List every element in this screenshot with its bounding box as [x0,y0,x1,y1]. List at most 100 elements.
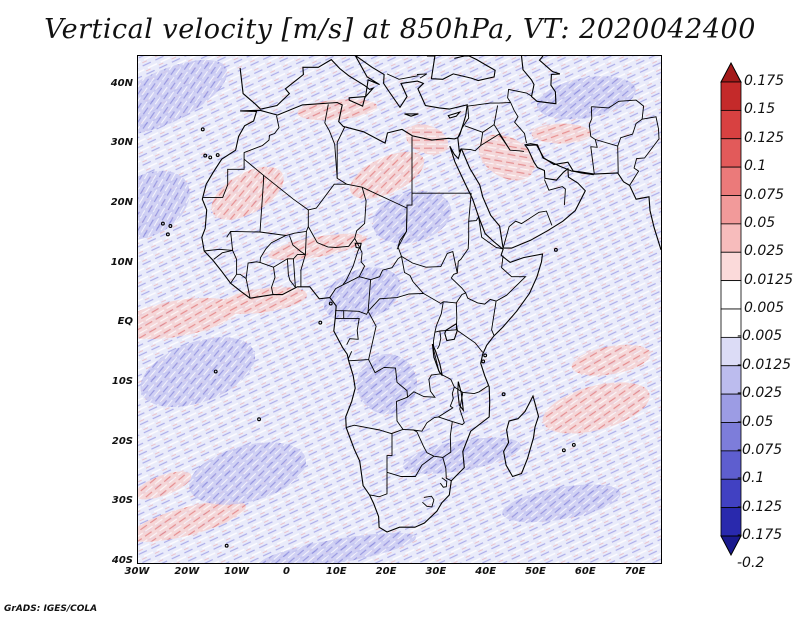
map-plot-area [137,55,662,564]
lon-tick-label: 30W [124,566,150,577]
velocity-patch [189,442,306,505]
asia-coastline [460,143,661,251]
country-border [335,279,372,315]
country-border [396,208,408,250]
country-border [273,254,306,268]
country-border [439,477,448,488]
lon-tick-label: 0 [282,566,290,577]
country-border [307,226,356,248]
colorbar-tick-label: 0.05 [744,214,776,231]
island-outline [483,353,488,358]
country-border [232,250,238,275]
gulf-coastline [526,144,594,176]
country-border [226,158,264,238]
colorbar-tick-label: -0.005 [737,328,783,345]
velocity-field-map [138,56,661,563]
colorbar-tick-label: 0.175 [744,73,785,89]
country-border [286,258,296,288]
lat-tick-label: 10S [111,376,133,388]
country-border [588,106,598,175]
country-border [343,317,360,345]
colorbar-tick-label: 0.15 [744,101,776,118]
madagascar-coastline [503,394,540,478]
country-border [507,88,532,103]
black-sea-coastline [426,56,496,82]
country-border [358,252,402,281]
country-border [204,231,234,252]
velocity-patch [571,344,651,376]
country-border [347,351,353,361]
country-border [413,429,443,458]
country-border [443,292,497,305]
colorbar-box [720,195,742,225]
velocity-anomaly-patches [138,59,651,563]
country-border [329,247,361,298]
lat-tick-label: 40S [111,555,133,566]
country-border [342,276,360,286]
colorbar-box [720,81,742,111]
velocity-patch [478,134,535,181]
country-border [245,261,261,299]
country-border [348,311,377,362]
island-outline [571,442,576,447]
velocity-patch [536,76,636,120]
country-border [422,495,435,508]
country-border [629,116,660,186]
colorbar-box [720,280,742,310]
country-border [401,251,458,274]
colorbar-box [720,138,742,168]
country-border [354,187,367,253]
island-outline [203,153,208,158]
island-outline [553,247,558,252]
colorbar-box [720,223,742,253]
colorbar [720,62,742,556]
colorbar-tick-label: 0.0125 [744,271,793,288]
island-outline [165,232,170,237]
colorbar-tick-label: 0.075 [744,186,785,203]
country-border [454,385,489,395]
country-border [493,124,511,151]
velocity-patch [138,471,192,500]
colorbar-tick-label: 0.025 [744,243,785,260]
colorbar-tick-label: -0.05 [737,413,774,430]
island-outline [224,543,229,548]
colorbar-box [720,166,742,196]
lat-tick-label: 30S [111,495,133,507]
island-outline [501,392,506,397]
country-border [369,472,388,498]
country-border [288,231,307,256]
country-borders [202,73,660,508]
velocity-patch [268,233,367,260]
island-outline [200,127,205,132]
lon-tick-label: 50E [525,566,546,577]
lat-tick-label: 40N [110,77,133,89]
island-outline [208,155,213,160]
colorbar-tick-label: 0.1 [744,158,767,175]
colorbar-tick-label: -0.0125 [737,356,792,373]
country-border [367,292,444,312]
lake-tanganyika [431,343,443,377]
country-border [437,330,442,350]
country-border [292,258,296,288]
country-border [502,210,553,249]
lat-tick-label: 20N [110,197,133,209]
velocity-patch [258,532,417,563]
country-border [386,455,435,477]
velocity-patch [140,337,256,407]
colorbar-tick-label: -0.175 [737,527,783,543]
lon-tick-label: 10E [325,566,347,577]
lon-tick-label: 30E [425,566,447,577]
lon-tick-label: 20E [375,566,397,577]
country-border [300,254,306,287]
island-outline [215,153,220,157]
country-border [346,359,408,435]
island-outline [561,448,566,453]
lon-tick-label: 60E [574,566,596,577]
velocity-patch [542,382,650,434]
country-border [491,301,497,336]
country-border [595,139,619,173]
country-border [510,102,527,144]
island-outline [168,224,173,228]
velocity-patch [502,484,621,523]
lon-tick-label: 40E [475,566,497,577]
